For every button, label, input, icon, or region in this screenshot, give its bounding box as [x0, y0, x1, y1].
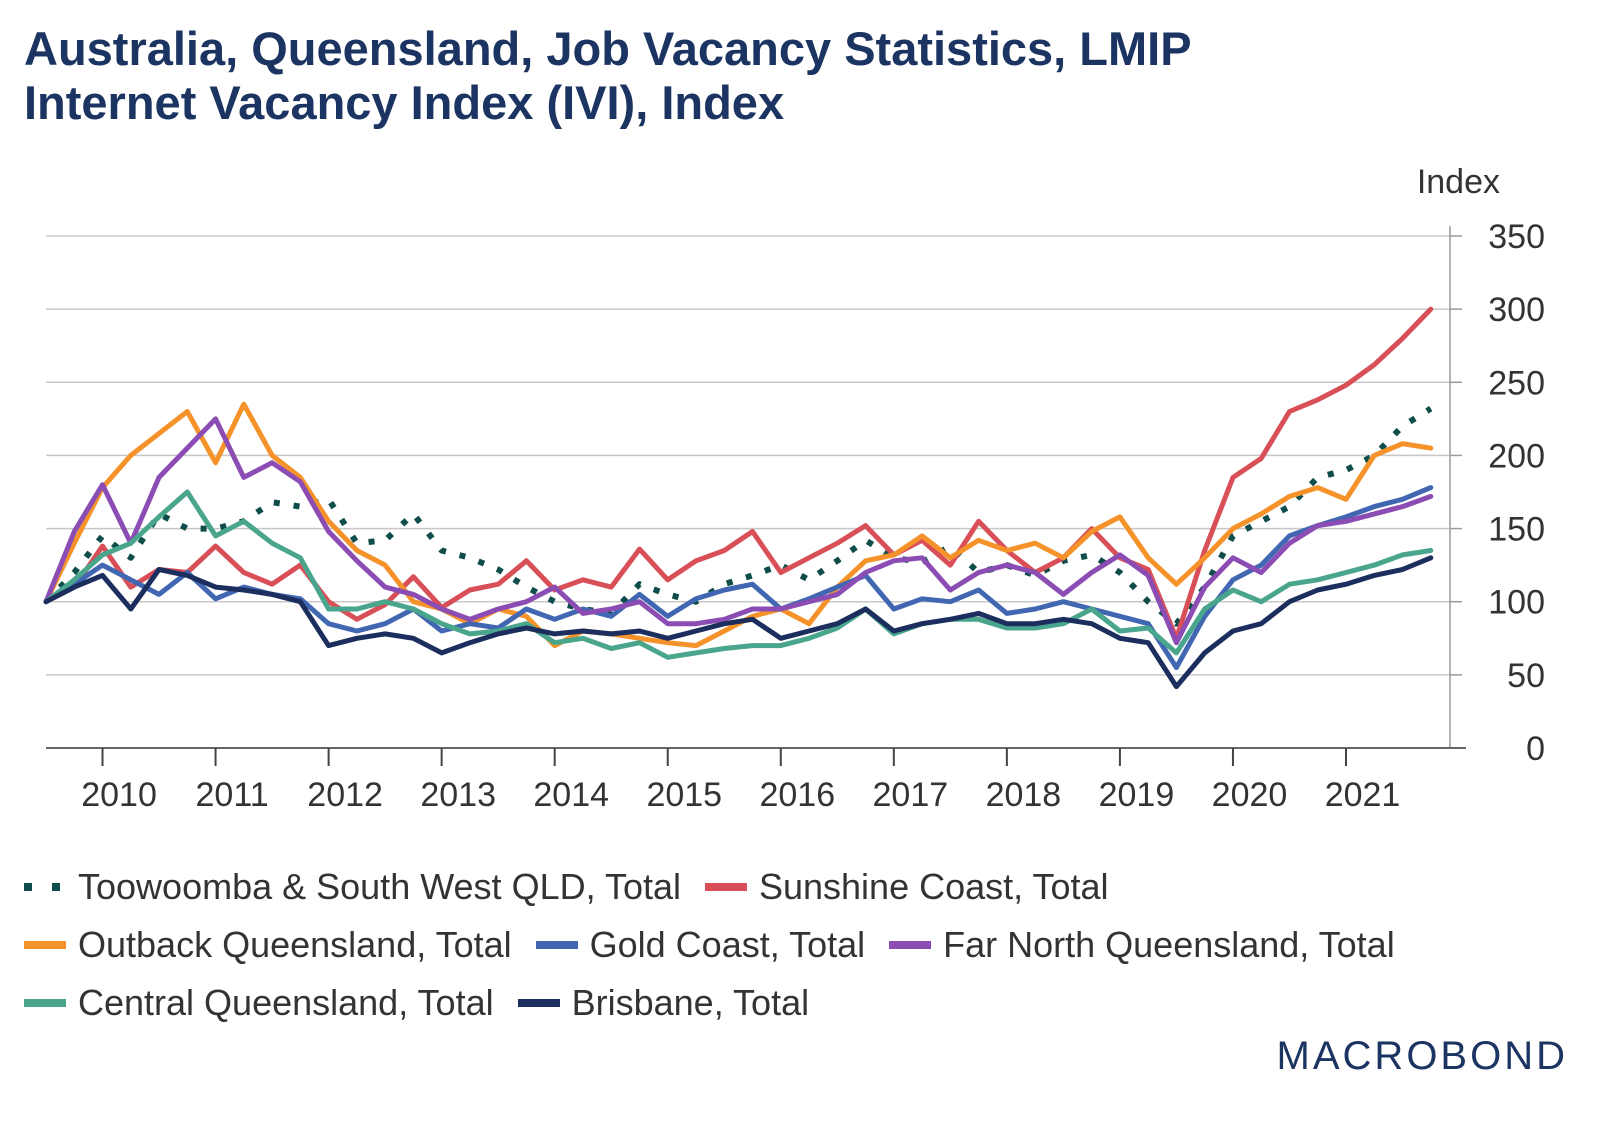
x-tick-label: 2017: [873, 776, 949, 814]
legend-label-brisbane: Brisbane, Total: [571, 982, 810, 1023]
legend: Toowoomba & South West QLD, Total Sunshi…: [24, 858, 1584, 1032]
y-tick-label: 200: [1488, 437, 1545, 475]
legend-swatch-central-queensland: [24, 999, 66, 1007]
legend-row: Toowoomba & South West QLD, Total Sunshi…: [24, 858, 1584, 916]
x-tick-label: 2013: [420, 776, 496, 814]
legend-swatch-brisbane: [517, 999, 560, 1007]
y-tick-label: 350: [1488, 218, 1545, 256]
x-tick-label: 2010: [81, 776, 157, 814]
chart-title: Australia, Queensland, Job Vacancy Stati…: [24, 22, 1564, 130]
legend-swatch-sunshine-coast: [704, 883, 747, 891]
series-line-outback-queensland-total: [43, 401, 1434, 649]
legend-item-toowoomba[interactable]: Toowoomba & South West QLD, Total: [24, 866, 681, 908]
series-line-toowoomba-south-west-qld-total: [43, 406, 1433, 627]
y-tick-label: 50: [1507, 657, 1545, 695]
x-tick-label: 2019: [1099, 776, 1175, 814]
y-tick-label: 0: [1526, 730, 1545, 768]
y-axis-label: Index: [1417, 163, 1500, 201]
macrobond-logo: MACROBOND: [1276, 1034, 1568, 1078]
chart-title-line-1: Australia, Queensland, Job Vacancy Stati…: [24, 22, 1192, 75]
x-tick-label: 2014: [533, 776, 609, 814]
x-tick-label: 2011: [196, 776, 269, 814]
legend-item-sunshine-coast[interactable]: Sunshine Coast, Total: [704, 866, 1109, 908]
legend-item-central-queensland[interactable]: Central Queensland, Total: [24, 982, 494, 1024]
legend-swatch-far-north-queensland: [889, 941, 932, 949]
x-tick-label: 2012: [307, 776, 383, 814]
legend-item-far-north-queensland[interactable]: Far North Queensland, Total: [889, 924, 1395, 966]
series-line-brisbane-total: [43, 555, 1434, 690]
y-tick-label: 300: [1488, 291, 1545, 329]
legend-row: Central Queensland, Total Brisbane, Tota…: [24, 974, 1584, 1032]
y-tick-label: 100: [1488, 584, 1545, 622]
x-tick-label: 2018: [986, 776, 1062, 814]
legend-label-toowoomba: Toowoomba & South West QLD, Total: [78, 866, 681, 907]
legend-label-gold-coast: Gold Coast, Total: [589, 924, 866, 965]
legend-label-outback-queensland: Outback Queensland, Total: [78, 924, 512, 965]
legend-swatch-toowoomba: [24, 883, 66, 891]
chart-title-line-2: Internet Vacancy Index (IVI), Index: [24, 76, 785, 129]
legend-item-outback-queensland[interactable]: Outback Queensland, Total: [24, 924, 512, 966]
legend-item-gold-coast[interactable]: Gold Coast, Total: [535, 924, 866, 966]
x-tick-label: 2021: [1325, 776, 1401, 814]
legend-row: Outback Queensland, Total Gold Coast, To…: [24, 916, 1584, 974]
y-tick-label: 250: [1488, 364, 1545, 402]
series-line-central-queensland-total: [43, 489, 1434, 660]
x-tick-label: 2015: [646, 776, 722, 814]
legend-swatch-outback-queensland: [24, 941, 66, 949]
legend-swatch-gold-coast: [535, 941, 578, 949]
y-tick-label: 150: [1488, 511, 1545, 549]
legend-label-far-north-queensland: Far North Queensland, Total: [943, 924, 1395, 965]
x-tick-label: 2016: [759, 776, 835, 814]
x-tick-label: 2020: [1212, 776, 1288, 814]
legend-label-central-queensland: Central Queensland, Total: [78, 982, 494, 1023]
legend-label-sunshine-coast: Sunshine Coast, Total: [758, 866, 1109, 907]
legend-item-brisbane[interactable]: Brisbane, Total: [517, 982, 810, 1024]
series-line-far-north-queensland-total: [43, 416, 1434, 646]
